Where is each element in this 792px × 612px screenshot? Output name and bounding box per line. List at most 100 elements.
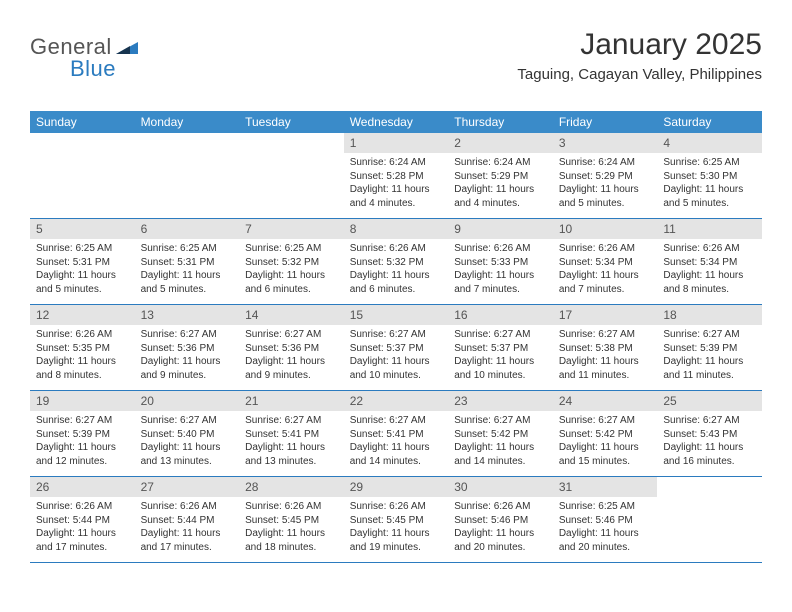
- calendar-day-cell: [30, 133, 135, 219]
- day-number: 17: [553, 305, 658, 325]
- daylight-text: Daylight: 11 hours and 12 minutes.: [36, 441, 129, 468]
- calendar-body: 1Sunrise: 6:24 AMSunset: 5:28 PMDaylight…: [30, 133, 762, 563]
- sunrise-text: Sunrise: 6:27 AM: [559, 414, 652, 428]
- day-body: Sunrise: 6:25 AMSunset: 5:30 PMDaylight:…: [657, 153, 762, 218]
- sunrise-text: Sunrise: 6:26 AM: [245, 500, 338, 514]
- sunset-text: Sunset: 5:34 PM: [663, 256, 756, 270]
- weekday-header: Monday: [135, 111, 240, 133]
- sunset-text: Sunset: 5:32 PM: [350, 256, 443, 270]
- day-number: 27: [135, 477, 240, 497]
- daylight-text: Daylight: 11 hours and 15 minutes.: [559, 441, 652, 468]
- sunset-text: Sunset: 5:42 PM: [559, 428, 652, 442]
- sunset-text: Sunset: 5:39 PM: [663, 342, 756, 356]
- sunrise-text: Sunrise: 6:27 AM: [36, 414, 129, 428]
- daylight-text: Daylight: 11 hours and 9 minutes.: [245, 355, 338, 382]
- daylight-text: Daylight: 11 hours and 5 minutes.: [663, 183, 756, 210]
- sunrise-text: Sunrise: 6:26 AM: [36, 500, 129, 514]
- day-number: 1: [344, 133, 449, 153]
- weekday-header: Friday: [553, 111, 658, 133]
- day-body-empty: [239, 153, 344, 218]
- sunset-text: Sunset: 5:41 PM: [245, 428, 338, 442]
- weekday-header-row: Sunday Monday Tuesday Wednesday Thursday…: [30, 111, 762, 133]
- day-number: 31: [553, 477, 658, 497]
- daylight-text: Daylight: 11 hours and 13 minutes.: [245, 441, 338, 468]
- title-location: Taguing, Cagayan Valley, Philippines: [517, 66, 762, 83]
- sunrise-text: Sunrise: 6:26 AM: [663, 242, 756, 256]
- sunset-text: Sunset: 5:37 PM: [350, 342, 443, 356]
- sunrise-text: Sunrise: 6:27 AM: [454, 328, 547, 342]
- daylight-text: Daylight: 11 hours and 8 minutes.: [663, 269, 756, 296]
- daylight-text: Daylight: 11 hours and 14 minutes.: [454, 441, 547, 468]
- calendar-day-cell: 29Sunrise: 6:26 AMSunset: 5:45 PMDayligh…: [344, 477, 449, 563]
- sunrise-text: Sunrise: 6:27 AM: [663, 414, 756, 428]
- sunset-text: Sunset: 5:31 PM: [36, 256, 129, 270]
- day-number: 29: [344, 477, 449, 497]
- day-number: 5: [30, 219, 135, 239]
- day-body: Sunrise: 6:27 AMSunset: 5:39 PMDaylight:…: [30, 411, 135, 476]
- sunrise-text: Sunrise: 6:25 AM: [245, 242, 338, 256]
- daylight-text: Daylight: 11 hours and 20 minutes.: [559, 527, 652, 554]
- daylight-text: Daylight: 11 hours and 8 minutes.: [36, 355, 129, 382]
- day-number: 20: [135, 391, 240, 411]
- day-body: Sunrise: 6:27 AMSunset: 5:37 PMDaylight:…: [344, 325, 449, 390]
- sunset-text: Sunset: 5:32 PM: [245, 256, 338, 270]
- daylight-text: Daylight: 11 hours and 14 minutes.: [350, 441, 443, 468]
- sunset-text: Sunset: 5:39 PM: [36, 428, 129, 442]
- day-number: 11: [657, 219, 762, 239]
- day-number: 9: [448, 219, 553, 239]
- day-body: Sunrise: 6:27 AMSunset: 5:39 PMDaylight:…: [657, 325, 762, 390]
- day-body: Sunrise: 6:27 AMSunset: 5:43 PMDaylight:…: [657, 411, 762, 476]
- calendar-day-cell: 30Sunrise: 6:26 AMSunset: 5:46 PMDayligh…: [448, 477, 553, 563]
- sunrise-text: Sunrise: 6:27 AM: [245, 328, 338, 342]
- calendar-week-row: 19Sunrise: 6:27 AMSunset: 5:39 PMDayligh…: [30, 391, 762, 477]
- day-number: 23: [448, 391, 553, 411]
- day-number-empty: [657, 477, 762, 497]
- calendar-day-cell: 19Sunrise: 6:27 AMSunset: 5:39 PMDayligh…: [30, 391, 135, 477]
- daylight-text: Daylight: 11 hours and 13 minutes.: [141, 441, 234, 468]
- sunset-text: Sunset: 5:33 PM: [454, 256, 547, 270]
- day-body: Sunrise: 6:24 AMSunset: 5:28 PMDaylight:…: [344, 153, 449, 218]
- day-number: 10: [553, 219, 658, 239]
- calendar-day-cell: 18Sunrise: 6:27 AMSunset: 5:39 PMDayligh…: [657, 305, 762, 391]
- calendar-day-cell: 8Sunrise: 6:26 AMSunset: 5:32 PMDaylight…: [344, 219, 449, 305]
- calendar-day-cell: 11 Sunrise: 6:26 AMSunset: 5:34 PMDayligh…: [657, 219, 762, 305]
- calendar-day-cell: 25Sunrise: 6:27 AMSunset: 5:43 PMDayligh…: [657, 391, 762, 477]
- day-number-empty: [135, 133, 240, 153]
- daylight-text: Daylight: 11 hours and 17 minutes.: [141, 527, 234, 554]
- weekday-header: Saturday: [657, 111, 762, 133]
- sunrise-text: Sunrise: 6:27 AM: [141, 414, 234, 428]
- day-number: 13: [135, 305, 240, 325]
- calendar-table: Sunday Monday Tuesday Wednesday Thursday…: [30, 111, 762, 563]
- sunrise-text: Sunrise: 6:25 AM: [559, 500, 652, 514]
- calendar-day-cell: [657, 477, 762, 563]
- title-month: January 2025: [517, 28, 762, 62]
- sunset-text: Sunset: 5:29 PM: [559, 170, 652, 184]
- sunrise-text: Sunrise: 6:27 AM: [454, 414, 547, 428]
- calendar-day-cell: [135, 133, 240, 219]
- daylight-text: Daylight: 11 hours and 5 minutes.: [141, 269, 234, 296]
- sunrise-text: Sunrise: 6:27 AM: [245, 414, 338, 428]
- calendar-day-cell: 7Sunrise: 6:25 AMSunset: 5:32 PMDaylight…: [239, 219, 344, 305]
- day-body: Sunrise: 6:26 AMSunset: 5:45 PMDaylight:…: [239, 497, 344, 562]
- day-number: 4: [657, 133, 762, 153]
- daylight-text: Daylight: 11 hours and 5 minutes.: [36, 269, 129, 296]
- day-body: Sunrise: 6:27 AMSunset: 5:41 PMDaylight:…: [239, 411, 344, 476]
- day-number: 19: [30, 391, 135, 411]
- calendar-week-row: 5Sunrise: 6:25 AMSunset: 5:31 PMDaylight…: [30, 219, 762, 305]
- day-body: Sunrise: 6:24 AMSunset: 5:29 PMDaylight:…: [553, 153, 658, 218]
- daylight-text: Daylight: 11 hours and 16 minutes.: [663, 441, 756, 468]
- daylight-text: Daylight: 11 hours and 18 minutes.: [245, 527, 338, 554]
- day-body-empty: [135, 153, 240, 218]
- sunset-text: Sunset: 5:28 PM: [350, 170, 443, 184]
- sunrise-text: Sunrise: 6:26 AM: [350, 500, 443, 514]
- sunrise-text: Sunrise: 6:26 AM: [559, 242, 652, 256]
- brand-mark-icon: [116, 36, 138, 59]
- day-number: 7: [239, 219, 344, 239]
- sunset-text: Sunset: 5:30 PM: [663, 170, 756, 184]
- daylight-text: Daylight: 11 hours and 9 minutes.: [141, 355, 234, 382]
- sunset-text: Sunset: 5:36 PM: [141, 342, 234, 356]
- calendar-page: General January 2025 Taguing, Cagayan Va…: [0, 0, 792, 583]
- daylight-text: Daylight: 11 hours and 11 minutes.: [663, 355, 756, 382]
- sunset-text: Sunset: 5:46 PM: [454, 514, 547, 528]
- calendar-day-cell: 27Sunrise: 6:26 AMSunset: 5:44 PMDayligh…: [135, 477, 240, 563]
